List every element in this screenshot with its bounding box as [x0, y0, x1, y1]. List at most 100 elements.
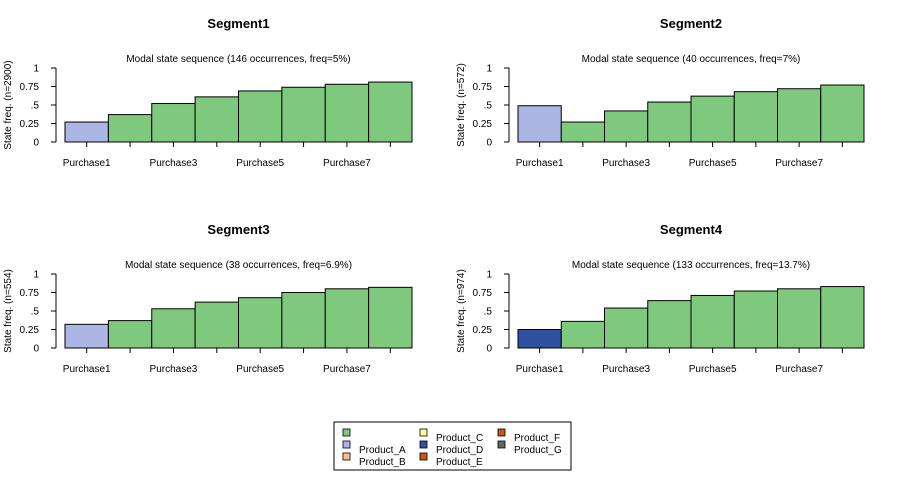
x-tick-label: Purchase7: [775, 158, 823, 169]
legend-swatch: [419, 452, 428, 461]
y-tick-label: .5: [484, 101, 493, 112]
chart-subtitle: Modal state sequence (38 occurrences, fr…: [125, 260, 352, 271]
x-tick-label: Purchase3: [150, 158, 198, 169]
y-axis-label: State freq. (n=554): [3, 269, 14, 353]
y-tick-label: 0.25: [20, 119, 40, 130]
bar-purchase2: [107, 320, 153, 349]
chart-title: Segment1: [207, 16, 269, 31]
y-tick-label: .5: [31, 307, 40, 318]
y-tick-label: 0.75: [20, 288, 40, 299]
legend-swatch: [497, 428, 506, 437]
legend-swatch: [419, 440, 428, 449]
legend-box: [333, 421, 572, 471]
y-tick-label: 0.75: [473, 288, 493, 299]
bar-purchase1: [64, 323, 109, 349]
y-tick-label: 0: [33, 344, 39, 355]
legend-label: Product_E: [436, 457, 483, 468]
y-tick-label: 1: [33, 64, 39, 75]
bar-purchase6: [733, 290, 778, 349]
chart-panel-3: Segment3 Modal state sequence (38 occurre…: [3, 222, 413, 375]
y-axis-label: State freq. (n=572): [456, 63, 467, 147]
legend-swatch: [497, 440, 506, 449]
y-tick-label: 0: [486, 138, 492, 149]
bar-purchase4: [194, 301, 239, 349]
chart-title: Segment2: [660, 16, 722, 31]
bar-purchase5: [238, 90, 283, 143]
x-tick-label: Purchase1: [516, 158, 564, 169]
bar-purchase4: [647, 101, 692, 143]
y-tick-label: 0.25: [473, 119, 493, 130]
y-tick-label: 0: [486, 344, 492, 355]
legend-label: Product_F: [514, 433, 560, 444]
bar-purchase3: [604, 110, 649, 143]
bar-purchase7: [777, 288, 822, 349]
y-tick-label: 0.75: [473, 82, 493, 93]
y-tick-label: 1: [486, 270, 492, 281]
x-tick-label: Purchase1: [516, 364, 564, 375]
chart-title: Segment4: [660, 222, 723, 237]
x-tick-label: Purchase3: [150, 364, 198, 375]
legend-label: Product_B: [359, 457, 406, 468]
x-tick-label: Purchase5: [236, 364, 284, 375]
bar-purchase7: [324, 288, 370, 349]
x-tick-label: Purchase1: [63, 364, 111, 375]
x-tick-label: Purchase5: [236, 158, 284, 169]
chart-subtitle: Modal state sequence (146 occurrences, f…: [126, 54, 350, 65]
bar-purchase3: [604, 307, 649, 349]
y-axis-label: State freq. (n=974): [456, 269, 467, 353]
bar-purchase1: [517, 329, 562, 349]
x-tick-label: Purchase3: [602, 364, 650, 375]
y-tick-label: 0: [33, 138, 39, 149]
bar-purchase3: [151, 103, 196, 143]
bar-purchase5: [238, 297, 283, 349]
x-tick-label: Purchase5: [689, 158, 737, 169]
legend-swatch: [342, 428, 351, 437]
legend-swatch: [342, 452, 351, 461]
bar-purchase8: [820, 286, 865, 349]
y-tick-label: .5: [31, 101, 40, 112]
legend-label: Product_A: [359, 445, 406, 456]
chart-panel-2: Segment2 Modal state sequence (40 occurre…: [456, 16, 865, 169]
bar-purchase2: [560, 320, 605, 349]
y-axis-label: State freq. (n=2900): [3, 60, 14, 149]
chart-subtitle: Modal state sequence (133 occurrences, f…: [572, 260, 810, 271]
bar-purchase5: [690, 95, 735, 143]
legend-swatch: [342, 440, 351, 449]
bar-purchase1: [64, 121, 109, 143]
bar-purchase1: [517, 105, 562, 143]
x-tick-label: Purchase1: [63, 158, 111, 169]
chart-panel-4: Segment4 Modal state sequence (133 occurr…: [456, 222, 865, 375]
chart-title: Segment3: [207, 222, 269, 237]
x-tick-label: Purchase7: [323, 158, 371, 169]
bar-purchase8: [820, 84, 865, 143]
bar-purchase2: [107, 114, 153, 143]
bar-purchase2: [560, 121, 605, 143]
x-tick-label: Purchase5: [689, 364, 737, 375]
legend-label: Product_G: [514, 445, 562, 456]
bar-purchase3: [151, 308, 196, 349]
legend-label: Product_D: [436, 445, 483, 456]
bar-purchase7: [324, 83, 370, 143]
bar-purchase6: [281, 86, 326, 143]
x-tick-label: Purchase3: [602, 158, 650, 169]
bar-purchase8: [368, 81, 413, 143]
x-tick-label: Purchase7: [775, 364, 823, 375]
bar-purchase4: [647, 300, 692, 349]
bar-purchase8: [368, 286, 413, 349]
y-tick-label: 1: [33, 270, 39, 281]
legend-swatch: [419, 428, 428, 437]
bar-purchase7: [777, 88, 822, 143]
y-tick-label: 1: [486, 64, 492, 75]
legend-label: Product_C: [436, 433, 483, 444]
x-tick-label: Purchase7: [323, 364, 371, 375]
chart-subtitle: Modal state sequence (40 occurrences, fr…: [582, 54, 801, 65]
bar-purchase6: [733, 91, 778, 143]
bar-purchase5: [690, 294, 735, 349]
bar-purchase4: [194, 96, 239, 143]
bar-purchase6: [281, 292, 326, 349]
y-tick-label: .5: [484, 307, 493, 318]
y-tick-label: 0.25: [20, 325, 40, 336]
y-tick-label: 0.75: [20, 82, 40, 93]
y-tick-label: 0.25: [473, 325, 493, 336]
